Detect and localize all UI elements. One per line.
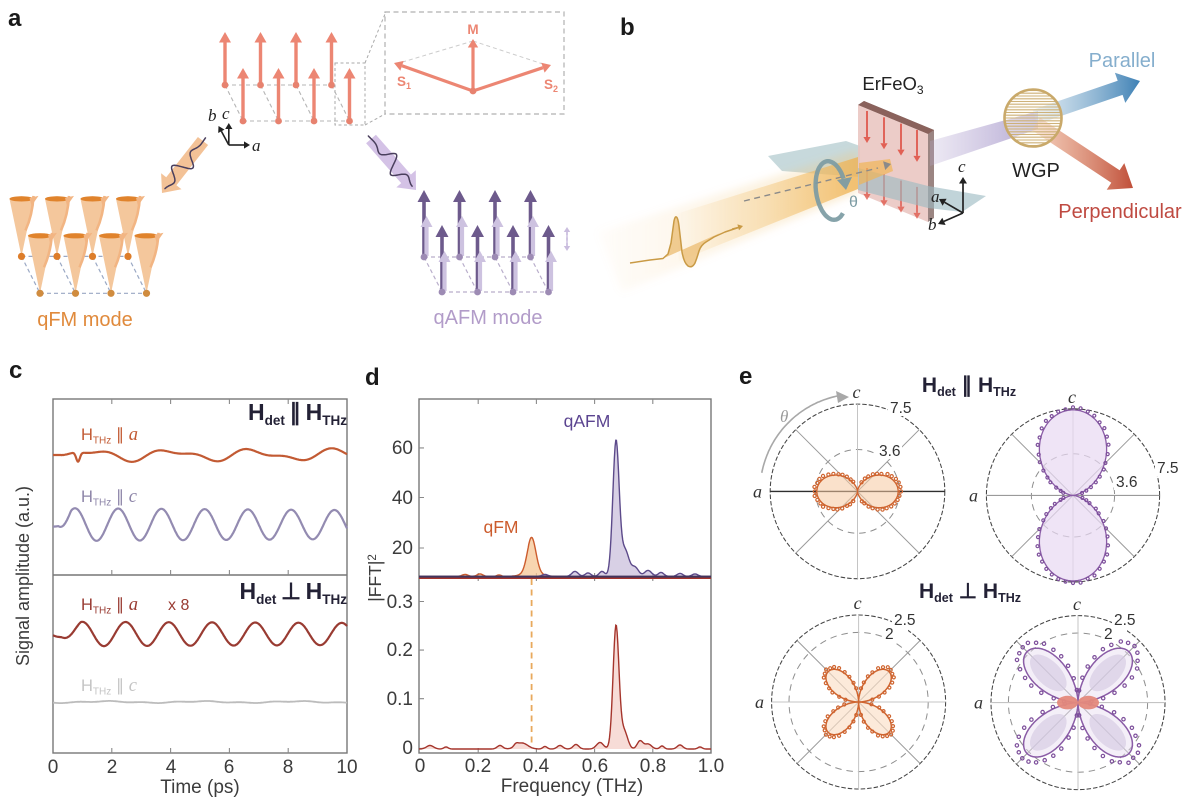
svg-text:qFM mode: qFM mode xyxy=(37,309,133,331)
svg-text:a: a xyxy=(931,187,940,206)
svg-text:0.8: 0.8 xyxy=(640,756,666,777)
svg-text:d: d xyxy=(365,364,380,391)
svg-text:WGP: WGP xyxy=(1012,160,1060,182)
svg-text:10: 10 xyxy=(336,757,357,778)
svg-text:x 8: x 8 xyxy=(168,597,189,614)
svg-text:60: 60 xyxy=(392,438,413,459)
svg-text:c: c xyxy=(958,157,966,176)
svg-text:c: c xyxy=(9,357,22,384)
svg-text:0.2: 0.2 xyxy=(465,756,491,777)
svg-text:2.5: 2.5 xyxy=(894,612,916,629)
svg-text:0.4: 0.4 xyxy=(523,756,550,777)
svg-text:c: c xyxy=(1073,594,1081,614)
svg-text:qAFM mode: qAFM mode xyxy=(434,307,543,329)
svg-text:3.6: 3.6 xyxy=(1116,474,1138,491)
svg-text:0.3: 0.3 xyxy=(387,592,413,613)
svg-text:c: c xyxy=(1068,387,1076,407)
svg-text:0.1: 0.1 xyxy=(387,689,413,710)
svg-text:a: a xyxy=(753,481,762,501)
svg-text:2.5: 2.5 xyxy=(1114,612,1136,629)
svg-text:0: 0 xyxy=(415,756,426,777)
svg-text:b: b xyxy=(208,106,217,125)
svg-text:c: c xyxy=(853,382,861,402)
svg-text:a: a xyxy=(969,485,978,505)
svg-text:b: b xyxy=(928,215,937,234)
svg-text:1.0: 1.0 xyxy=(698,756,724,777)
svg-text:a: a xyxy=(8,5,22,32)
svg-text:20: 20 xyxy=(392,538,413,559)
svg-text:6: 6 xyxy=(224,757,235,778)
svg-text:Frequency (THz): Frequency (THz) xyxy=(501,776,644,797)
svg-text:θ: θ xyxy=(849,194,858,211)
svg-text:0.2: 0.2 xyxy=(387,640,413,661)
svg-text:2: 2 xyxy=(107,757,118,778)
svg-text:a: a xyxy=(755,692,764,712)
svg-text:e: e xyxy=(739,363,752,390)
svg-text:|FFT|2: |FFT|2 xyxy=(365,554,385,602)
svg-text:Perpendicular: Perpendicular xyxy=(1058,201,1182,223)
svg-text:Parallel: Parallel xyxy=(1089,50,1156,72)
svg-text:Signal amplitude (a.u.): Signal amplitude (a.u.) xyxy=(13,486,33,666)
svg-text:qFM: qFM xyxy=(484,517,519,537)
svg-text:8: 8 xyxy=(283,757,294,778)
svg-text:2: 2 xyxy=(885,626,894,643)
svg-text:c: c xyxy=(854,593,862,613)
svg-text:b: b xyxy=(620,14,635,41)
svg-text:40: 40 xyxy=(392,488,413,509)
svg-text:ErFeO3: ErFeO3 xyxy=(862,73,923,97)
svg-text:Time (ps): Time (ps) xyxy=(160,777,240,797)
svg-text:c: c xyxy=(222,104,230,123)
svg-text:M: M xyxy=(467,22,478,37)
svg-text:7.5: 7.5 xyxy=(1157,460,1179,477)
svg-text:a: a xyxy=(974,693,983,713)
svg-text:3.6: 3.6 xyxy=(879,443,901,460)
svg-text:0: 0 xyxy=(48,757,59,778)
svg-text:a: a xyxy=(252,136,261,155)
svg-text:qAFM: qAFM xyxy=(564,411,611,431)
svg-text:θ: θ xyxy=(780,407,788,426)
svg-text:7.5: 7.5 xyxy=(890,400,912,417)
svg-text:0.6: 0.6 xyxy=(582,756,608,777)
svg-text:4: 4 xyxy=(166,757,177,778)
svg-text:0: 0 xyxy=(402,738,413,759)
svg-text:2: 2 xyxy=(1104,626,1113,643)
